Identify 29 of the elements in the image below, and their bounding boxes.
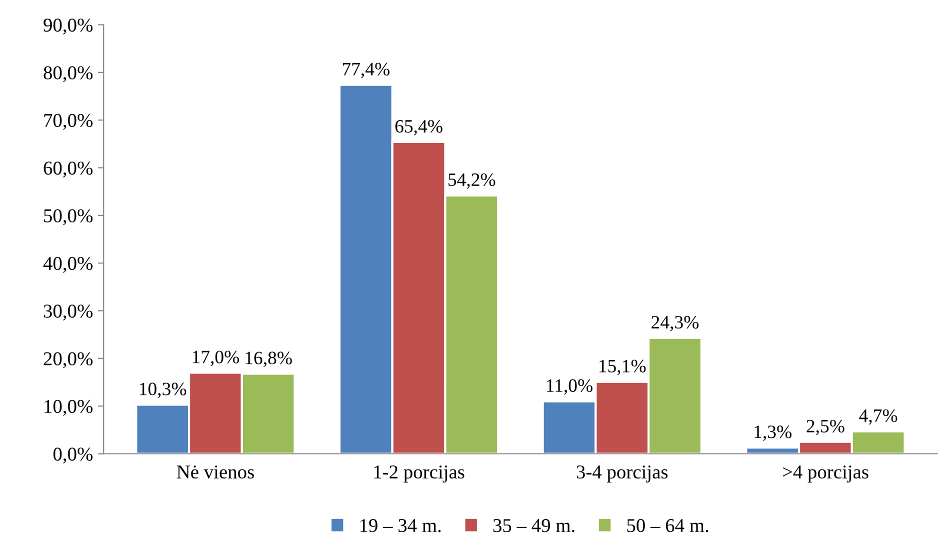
y-tick-label: 60,0% [44, 162, 93, 178]
data-label: 17,0% [192, 350, 240, 366]
y-tick-label: 80,0% [44, 66, 93, 82]
data-label: 4,7% [859, 409, 898, 425]
data-label: 77,4% [342, 62, 390, 78]
data-label: 15,1% [600, 360, 646, 376]
x-tick-label: >4 porcijas [782, 465, 868, 482]
y-tick-label: 20,0% [44, 352, 93, 368]
y-tick-label: 30,0% [44, 304, 93, 320]
legend-label: 35 – 49 m. [493, 519, 574, 532]
x-tick-label: Nė vienos [176, 465, 254, 479]
y-tick-label: 70,0% [44, 114, 93, 130]
data-label: 16,8% [246, 352, 292, 368]
y-tick-label: 50,0% [44, 209, 93, 226]
data-label: 1,3% [754, 426, 792, 441]
data-label: 54,2% [448, 173, 496, 189]
y-tick-label: 90,0% [44, 18, 93, 34]
y-tick-label: 0,0% [53, 448, 93, 464]
data-label: 10,3% [140, 382, 186, 398]
data-label: 11,0% [547, 379, 592, 395]
y-tick-label: 10,0% [44, 400, 93, 416]
x-tick-label: 1-2 porcijas [374, 465, 464, 482]
data-label: 2,5% [806, 420, 844, 436]
legend-label: 19 – 34 m. [360, 519, 441, 532]
data-label: 24,3% [652, 316, 699, 332]
data-label: 65,4% [395, 120, 442, 136]
y-tick-label: 40,0% [43, 256, 93, 273]
x-tick-label: 3-4 porcijas [576, 465, 668, 482]
legend-label: 50 – 64 m. [627, 519, 708, 532]
